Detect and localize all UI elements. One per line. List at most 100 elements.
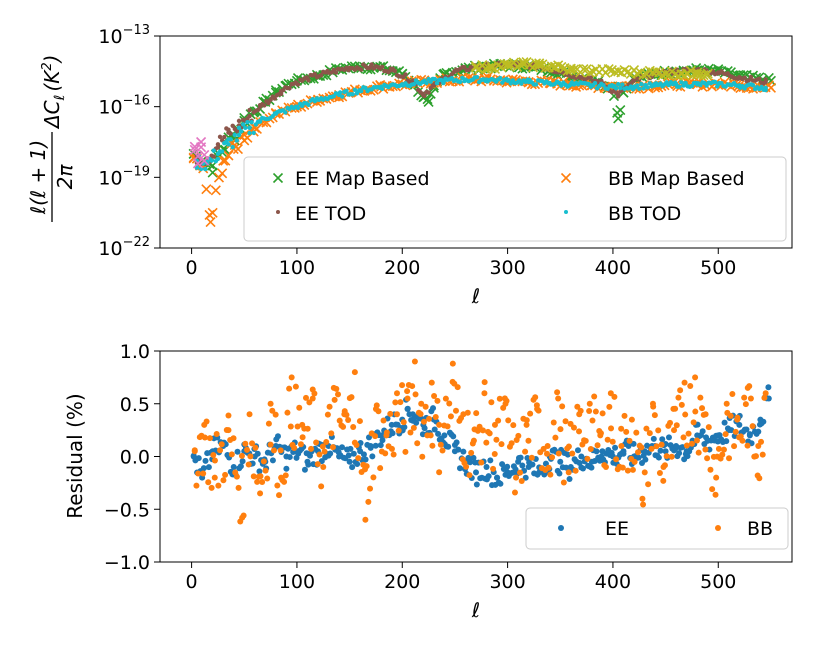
legend-entry-ee-tod: EE TOD xyxy=(276,203,366,225)
point-bb-tod-235 xyxy=(689,83,695,89)
point-bb-tod-200 xyxy=(616,82,621,87)
resid-ee-186 xyxy=(504,463,511,470)
resid-anchor-ee-36 xyxy=(557,458,564,465)
resid-ee-111 xyxy=(377,442,384,449)
resid-bb-232 xyxy=(582,437,589,444)
point-bb-tod-10 xyxy=(215,156,221,162)
anchor-highlight-5 xyxy=(549,61,561,72)
resid-bb-144 xyxy=(434,397,441,404)
resid-bb-134 xyxy=(417,411,424,418)
resid-ee-316 xyxy=(723,438,730,445)
bottom-marks xyxy=(190,358,772,525)
resid-ee-81 xyxy=(327,450,334,457)
anchor-bb-tod-17 xyxy=(484,77,489,82)
resid-ee-93 xyxy=(347,445,354,452)
point-bb-tod-229 xyxy=(677,84,682,89)
resid-anchor-ee-38 xyxy=(578,453,585,460)
resid-bb-41 xyxy=(260,458,267,465)
bottom-xtick-label-200: 200 xyxy=(384,571,420,593)
resid-bb-61 xyxy=(294,423,301,430)
resid-bb-311 xyxy=(715,445,722,452)
anchor-ee-tod-17 xyxy=(431,83,437,88)
point-bb-tod-16 xyxy=(228,137,233,142)
top-marks xyxy=(188,56,776,228)
point-highlight-42 xyxy=(603,63,614,75)
resid-bb-71 xyxy=(311,390,318,397)
resid-bb-211 xyxy=(547,471,554,478)
point-bb-map-based-7-stroke-b xyxy=(210,185,221,196)
point-bb-tod-4 xyxy=(203,166,208,172)
resid-anchor-bb-20 xyxy=(404,395,411,402)
resid-bb-156 xyxy=(454,384,461,391)
resid-bb-235 xyxy=(587,446,594,453)
resid-bb-64 xyxy=(299,434,306,441)
top-y-label-numerator: ℓ(ℓ + 1) xyxy=(26,140,50,215)
resid-anchor-bb-45 xyxy=(660,464,667,471)
anchor-ee-tod-2 xyxy=(215,142,221,147)
resid-bb-96 xyxy=(353,441,360,448)
resid-anchor-bb-48 xyxy=(692,374,699,381)
anchor-bb-tod-4 xyxy=(236,132,242,138)
top-ytick-base--13: 10 xyxy=(98,26,122,48)
resid-bb-297 xyxy=(692,408,699,415)
resid-bb-91 xyxy=(345,417,352,424)
resid-bb-233 xyxy=(584,455,591,462)
resid-bb-48 xyxy=(272,411,279,418)
resid-bb-75 xyxy=(318,483,325,490)
point-ee-tod-91 xyxy=(386,69,391,75)
resid-anchor-bb-17 xyxy=(372,406,379,413)
resid-bb-268 xyxy=(643,425,650,432)
resid-ee-55 xyxy=(283,465,290,472)
resid-anchor-bb-12 xyxy=(320,464,327,471)
point-bb-map-based-14-stroke-b xyxy=(232,144,244,155)
resid-anchor-ee-19 xyxy=(388,421,395,428)
resid-bb-28 xyxy=(238,452,245,459)
resid-anchor-bb-4 xyxy=(239,514,246,521)
resid-ee-231 xyxy=(580,465,587,472)
resid-bb-170 xyxy=(478,459,485,466)
resid-ee-9 xyxy=(205,464,212,471)
anchor-bb-tod-7 xyxy=(273,111,279,116)
legend-dot-ee-tod xyxy=(276,210,280,214)
point-highlight-31 xyxy=(568,64,580,75)
point-ee-tod-10 xyxy=(215,145,221,150)
anchor-ee-tod-8 xyxy=(278,89,284,94)
resid-anchor-ee-42 xyxy=(620,448,627,455)
bottom-x-axis-label: ℓ xyxy=(471,598,480,622)
point-bb-tod-17 xyxy=(230,145,235,150)
resid-ee-176 xyxy=(487,457,494,464)
point-bb-map-based-10-stroke-b xyxy=(220,155,231,166)
resid-ee-143 xyxy=(431,426,438,433)
resid-anchor-bb-37 xyxy=(576,411,583,418)
bottom-xtick-label-400: 400 xyxy=(595,571,631,593)
resid-anchor-ee-16 xyxy=(357,448,364,455)
point-lowl-1-stroke-b xyxy=(192,158,203,169)
point-highlight-60-stroke-b xyxy=(660,69,671,80)
resid-bb-80 xyxy=(326,403,333,410)
resid-anchor-ee-11 xyxy=(304,458,311,465)
resid-bb-102 xyxy=(363,463,370,470)
resid-bb-255 xyxy=(621,412,628,419)
resid-bb-218 xyxy=(559,403,566,410)
resid-bb-167 xyxy=(473,410,480,417)
resid-ee-94 xyxy=(349,464,356,471)
point-ee-tod-260 xyxy=(742,75,747,80)
resid-bb-294 xyxy=(687,383,694,390)
resid-bb-305 xyxy=(705,424,712,431)
anchor-ee-tod-26 xyxy=(616,92,621,98)
anchor-bb-map-based-3-stroke-b xyxy=(218,155,229,166)
resid-ee-268 xyxy=(642,456,649,463)
resid-bb-317 xyxy=(726,455,733,462)
resid-bb-193 xyxy=(517,469,524,476)
resid-ee-156 xyxy=(453,439,460,446)
top-legend: EE Map Based BB Map Based EE TOD BB TOD xyxy=(243,156,787,242)
legend-marker-ee-tod xyxy=(276,210,280,214)
resid-bb-53 xyxy=(281,478,288,485)
anchor-highlight-3-stroke-b xyxy=(518,59,529,70)
point-bb-tod-189 xyxy=(592,80,598,86)
resid-anchor-ee-14 xyxy=(336,453,343,460)
resid-bb-261 xyxy=(631,458,638,465)
resid-ee-195 xyxy=(519,462,526,469)
